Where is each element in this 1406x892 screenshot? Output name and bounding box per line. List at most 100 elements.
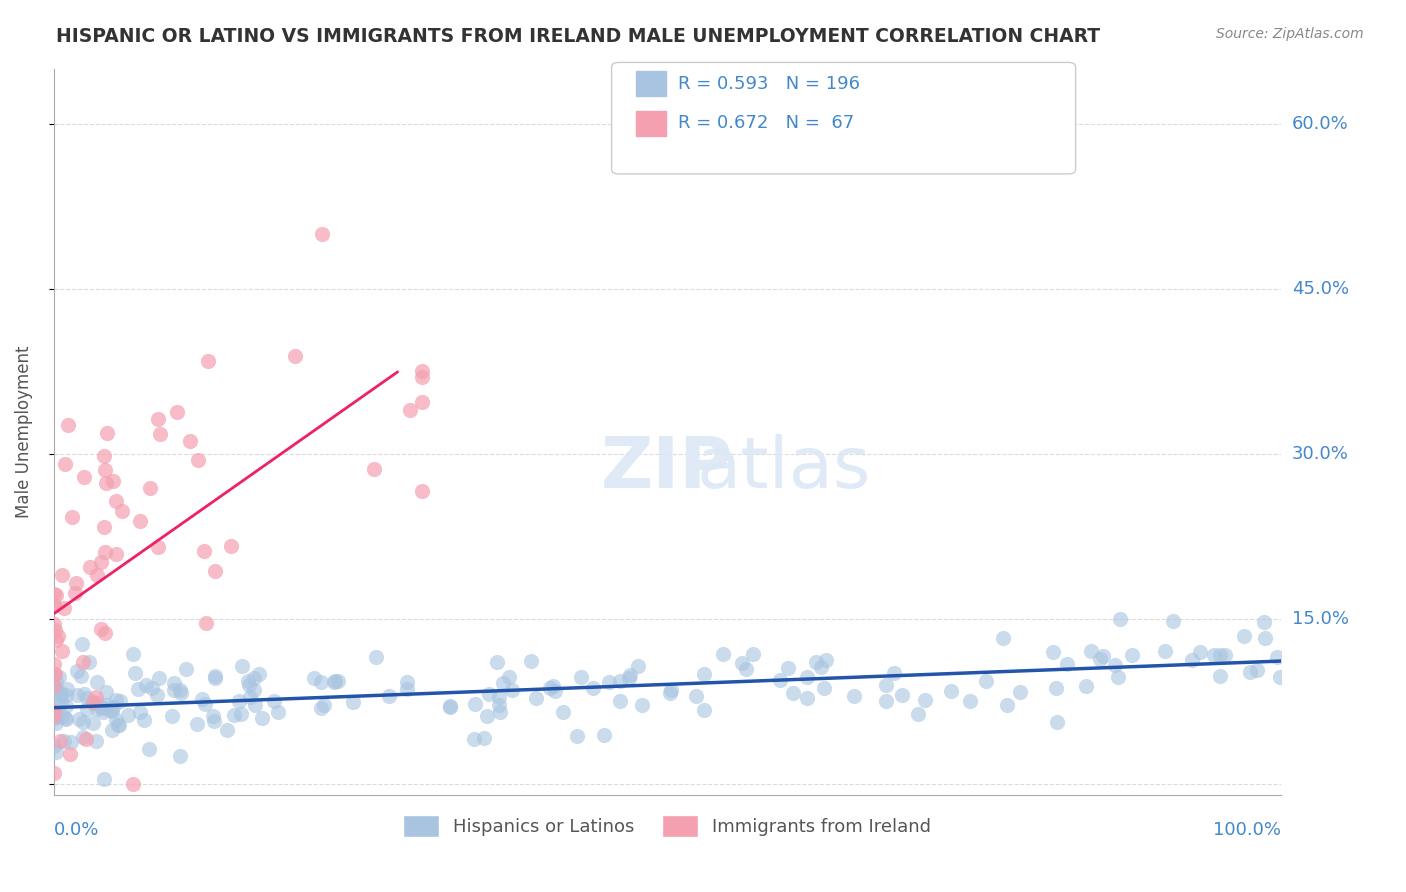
- Point: [163, 676, 186, 690]
- Point: [627, 659, 650, 673]
- Point: [194, 615, 217, 630]
- Point: [75, 732, 97, 747]
- Point: [1154, 644, 1177, 658]
- Point: [117, 708, 139, 723]
- Point: [844, 689, 866, 703]
- Point: [464, 698, 486, 712]
- Point: [48, 734, 70, 748]
- Point: [45, 674, 67, 689]
- Point: [914, 693, 936, 707]
- Point: [96, 684, 118, 698]
- Point: [243, 698, 266, 712]
- Point: [907, 706, 929, 721]
- Point: [160, 708, 183, 723]
- Point: [42, 667, 65, 681]
- Point: [593, 728, 616, 742]
- Point: [56, 417, 79, 432]
- Point: [44, 598, 66, 612]
- Text: atlas: atlas: [696, 434, 870, 503]
- Point: [1246, 663, 1268, 677]
- Point: [411, 364, 433, 378]
- Point: [187, 453, 209, 467]
- Point: [93, 520, 115, 534]
- Point: [488, 690, 510, 705]
- Point: [46, 683, 69, 698]
- Point: [1188, 645, 1211, 659]
- Point: [815, 653, 838, 667]
- Point: [52, 734, 75, 748]
- Point: [101, 700, 124, 714]
- Point: [1091, 649, 1114, 664]
- Point: [149, 427, 172, 442]
- Point: [48, 670, 70, 684]
- Point: [174, 662, 197, 676]
- Point: [79, 560, 101, 574]
- Point: [53, 600, 76, 615]
- Point: [44, 681, 66, 695]
- Point: [1163, 614, 1185, 628]
- Point: [204, 669, 226, 683]
- Point: [236, 673, 259, 688]
- Point: [86, 568, 108, 582]
- Point: [1265, 650, 1288, 665]
- Point: [194, 698, 217, 712]
- Point: [96, 698, 118, 712]
- Point: [796, 670, 818, 684]
- Point: [86, 675, 108, 690]
- Point: [72, 687, 94, 701]
- Point: [619, 672, 641, 686]
- Point: [782, 686, 804, 700]
- Point: [247, 667, 270, 681]
- Point: [121, 647, 143, 661]
- Point: [598, 675, 620, 690]
- Point: [543, 679, 565, 693]
- Point: [609, 673, 631, 688]
- Point: [582, 681, 605, 695]
- Point: [63, 586, 86, 600]
- Point: [239, 690, 262, 704]
- Point: [538, 681, 561, 696]
- Point: [42, 679, 65, 693]
- Point: [193, 543, 215, 558]
- Point: [202, 714, 225, 728]
- Point: [1254, 631, 1277, 645]
- Point: [477, 709, 499, 723]
- Point: [252, 711, 274, 725]
- Point: [107, 717, 129, 731]
- Point: [42, 765, 65, 780]
- Point: [769, 673, 792, 687]
- Point: [312, 698, 335, 713]
- Point: [93, 700, 115, 714]
- Point: [129, 514, 152, 528]
- Point: [342, 695, 364, 709]
- Point: [94, 626, 117, 640]
- Point: [735, 662, 758, 676]
- Point: [65, 576, 87, 591]
- Point: [55, 712, 77, 726]
- Point: [104, 547, 127, 561]
- Point: [169, 683, 191, 698]
- Point: [1046, 715, 1069, 730]
- Point: [77, 655, 100, 669]
- Point: [59, 747, 82, 762]
- Point: [84, 690, 107, 705]
- Point: [1108, 612, 1130, 626]
- Point: [693, 666, 716, 681]
- Point: [1076, 679, 1098, 693]
- Point: [243, 671, 266, 685]
- Point: [659, 686, 682, 700]
- Point: [311, 700, 333, 714]
- Point: [90, 622, 112, 636]
- Point: [42, 679, 65, 693]
- Point: [108, 718, 131, 732]
- Point: [163, 682, 186, 697]
- Legend: Hispanics or Latinos, Immigrants from Ireland: Hispanics or Latinos, Immigrants from Ir…: [395, 808, 939, 845]
- Point: [104, 714, 127, 728]
- Point: [44, 667, 66, 681]
- Point: [94, 545, 117, 559]
- Text: 30.0%: 30.0%: [1292, 445, 1348, 463]
- Point: [101, 474, 124, 488]
- Point: [1233, 629, 1256, 643]
- Point: [46, 629, 69, 643]
- Point: [974, 674, 997, 689]
